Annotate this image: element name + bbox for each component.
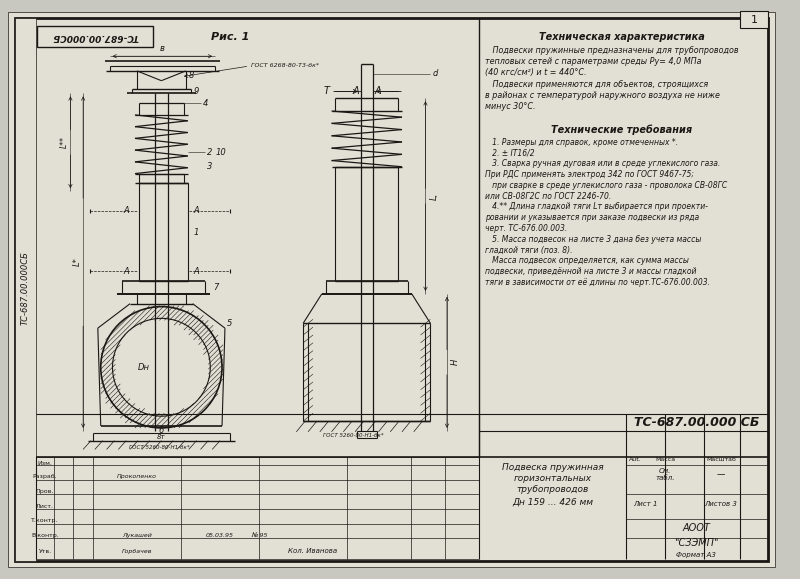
Text: тепловых сетей с параметрами среды Ру= 4,0 МПа: тепловых сетей с параметрами среды Ру= 4… bbox=[485, 57, 702, 66]
Text: Листов 3: Листов 3 bbox=[704, 501, 738, 507]
Text: "СЗЭМП": "СЗЭМП" bbox=[674, 538, 718, 548]
Text: Технические требования: Технические требования bbox=[551, 124, 693, 135]
Text: Dн: Dн bbox=[138, 363, 150, 372]
Text: 1: 1 bbox=[194, 228, 199, 237]
Text: L**: L** bbox=[60, 136, 69, 148]
Text: гладкой тяги (поз. 8).: гладкой тяги (поз. 8). bbox=[485, 245, 573, 254]
Text: ТС-687.00.000СБ: ТС-687.00.000СБ bbox=[51, 32, 138, 41]
Text: Утв.: Утв. bbox=[38, 549, 51, 554]
Text: 9: 9 bbox=[194, 87, 199, 96]
Text: ГОСТ 6268-80-Т3-бк*: ГОСТ 6268-80-Т3-бк* bbox=[251, 63, 319, 68]
Text: d: d bbox=[432, 69, 438, 78]
Text: ГОСТ 5260-80-Н1-бк*: ГОСТ 5260-80-Н1-бк* bbox=[129, 445, 190, 450]
Text: Лукашей: Лукашей bbox=[122, 533, 152, 538]
Text: H: H bbox=[451, 359, 460, 365]
Text: Масштаб: Масштаб bbox=[706, 457, 736, 461]
Text: T: T bbox=[324, 86, 330, 97]
Text: № 95: № 95 bbox=[251, 533, 267, 538]
Text: или СВ-08Г2С по ГОСТ 2246-70.: или СВ-08Г2С по ГОСТ 2246-70. bbox=[485, 192, 611, 200]
Text: черт. ТС-676.00.003.: черт. ТС-676.00.003. bbox=[485, 224, 567, 233]
Bar bbox=[14, 18, 36, 561]
Text: АООТ: АООТ bbox=[682, 523, 710, 533]
Text: 1: 1 bbox=[750, 15, 758, 25]
Text: Подвески пружинные предназначены для трубопроводов: Подвески пружинные предназначены для тру… bbox=[485, 46, 738, 55]
Text: Разраб.: Разраб. bbox=[33, 474, 58, 479]
Text: 5. Масса подвесок на листе 3 дана без учета массы: 5. Масса подвесок на листе 3 дана без уч… bbox=[485, 234, 702, 244]
Text: —: — bbox=[717, 470, 725, 479]
Text: A: A bbox=[352, 86, 359, 97]
Text: 5: 5 bbox=[227, 319, 232, 328]
Text: 10: 10 bbox=[215, 148, 226, 156]
Bar bbox=[740, 11, 768, 28]
Text: ТС-687.00.000 СБ: ТС-687.00.000 СБ bbox=[634, 416, 759, 428]
Text: Формат А3: Формат А3 bbox=[677, 552, 716, 558]
Text: Пров.: Пров. bbox=[36, 489, 54, 494]
Text: Лист.: Лист. bbox=[36, 504, 54, 508]
Text: Техническая характеристика: Техническая характеристика bbox=[539, 32, 705, 42]
Text: L*: L* bbox=[73, 257, 82, 266]
Text: в: в bbox=[160, 45, 165, 53]
Text: (40 кгс/см²) и t = 440°С.: (40 кгс/см²) и t = 440°С. bbox=[485, 68, 586, 78]
Text: См.
табл.: См. табл. bbox=[655, 468, 675, 481]
Text: Подвески применяются для объектов, строящихся: Подвески применяются для объектов, строя… bbox=[485, 79, 708, 89]
Text: 4: 4 bbox=[202, 98, 208, 108]
Text: A: A bbox=[374, 86, 382, 97]
Text: при сварке в среде углекислого газа - проволока СВ-08ГС: при сварке в среде углекислого газа - пр… bbox=[485, 181, 727, 190]
Text: Aut.: Aut. bbox=[630, 457, 642, 461]
Text: 8т: 8т bbox=[157, 434, 166, 439]
Text: Масса: Масса bbox=[655, 457, 675, 461]
Text: 2: 2 bbox=[207, 148, 213, 156]
Text: Рис. 1: Рис. 1 bbox=[210, 32, 249, 42]
Text: Дн 159 ... 426 мм: Дн 159 ... 426 мм bbox=[512, 498, 593, 507]
Text: ГОСТ 5260-80-Н1-бк*: ГОСТ 5260-80-Н1-бк* bbox=[322, 433, 383, 438]
Text: Подвеска пружинная: Подвеска пружинная bbox=[502, 464, 603, 472]
Text: 3. Сварка ручная дуговая или в среде углекислого газа.: 3. Сварка ручная дуговая или в среде угл… bbox=[485, 159, 720, 168]
Text: 3: 3 bbox=[207, 162, 213, 171]
Text: подвески, приведённой на листе 3 и массы гладкой: подвески, приведённой на листе 3 и массы… bbox=[485, 267, 697, 276]
Text: Т.контр.: Т.контр. bbox=[31, 518, 58, 523]
Text: 05.03.95: 05.03.95 bbox=[206, 533, 234, 538]
Text: Кол. Иванова: Кол. Иванова bbox=[289, 548, 338, 554]
Text: 6: 6 bbox=[158, 426, 164, 435]
Text: A: A bbox=[123, 206, 129, 215]
Text: Масса подвесок определяется, как сумма массы: Масса подвесок определяется, как сумма м… bbox=[485, 256, 689, 265]
Text: Изм.: Изм. bbox=[38, 461, 53, 466]
Text: 7: 7 bbox=[214, 283, 218, 292]
Text: тяги в зависимости от её длины по черт.ТС-676.00.003.: тяги в зависимости от её длины по черт.Т… bbox=[485, 278, 710, 287]
Text: 8: 8 bbox=[189, 71, 194, 80]
Text: A: A bbox=[194, 206, 199, 215]
Text: трубопроводов: трубопроводов bbox=[517, 485, 589, 494]
Text: 2. ± IT16/2: 2. ± IT16/2 bbox=[485, 149, 534, 157]
Text: 1. Размеры для справок, кроме отмеченных *.: 1. Размеры для справок, кроме отмеченных… bbox=[485, 138, 678, 147]
Text: Лист 1: Лист 1 bbox=[634, 501, 658, 507]
Text: ровании и указывается при заказе подвески из ряда: ровании и указывается при заказе подвеск… bbox=[485, 213, 699, 222]
Bar bbox=[37, 26, 153, 47]
Text: Прокопенко: Прокопенко bbox=[117, 474, 157, 479]
Text: горизонтальных: горизонтальных bbox=[514, 474, 592, 483]
Text: A: A bbox=[123, 267, 129, 276]
Text: В.контр.: В.контр. bbox=[31, 533, 59, 538]
Text: A: A bbox=[194, 267, 199, 276]
Text: минус 30°С.: минус 30°С. bbox=[485, 102, 536, 111]
Text: 4.** Длина гладкой тяги Lт выбирается при проекти-: 4.** Длина гладкой тяги Lт выбирается пр… bbox=[485, 202, 708, 211]
Text: L,: L, bbox=[430, 192, 438, 200]
Text: Горбачев: Горбачев bbox=[122, 549, 152, 554]
Text: При РДС применять электрод 342 по ГОСТ 9467-75;: При РДС применять электрод 342 по ГОСТ 9… bbox=[485, 170, 694, 179]
Text: в районах с температурой наружного воздуха не ниже: в районах с температурой наружного возду… bbox=[485, 91, 720, 100]
Text: ТС-687.00.000СБ: ТС-687.00.000СБ bbox=[21, 251, 30, 325]
